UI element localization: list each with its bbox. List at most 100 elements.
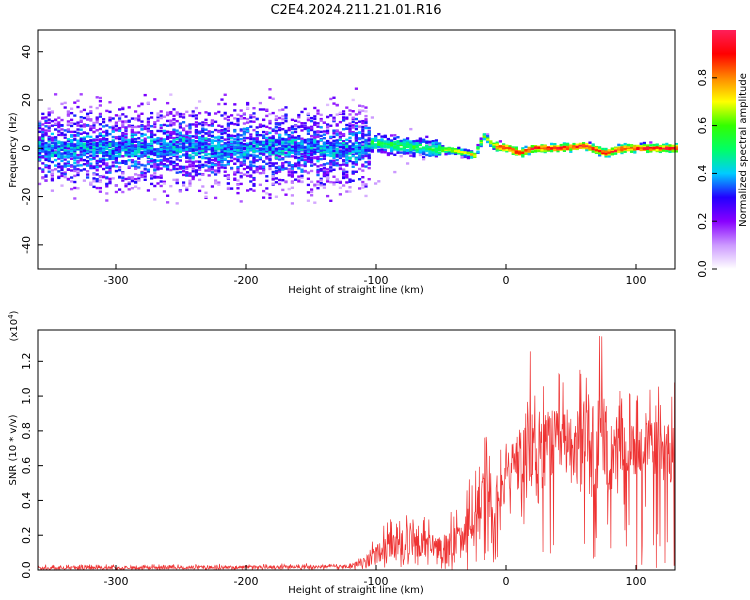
spectrogram-cell	[354, 127, 358, 131]
spectrogram-cell	[268, 131, 272, 135]
spectrogram-cell	[319, 134, 323, 138]
spectrogram-cell	[236, 119, 240, 122]
spectrogram-cell	[178, 139, 182, 142]
spectrogram-cell	[214, 159, 218, 162]
spectrogram-cell	[111, 177, 115, 180]
spectrogram-cell	[79, 119, 83, 122]
spectrogram-cell	[265, 136, 269, 140]
snr-x-tick-label: 0	[503, 575, 510, 588]
spectrogram-cell	[140, 151, 144, 154]
spectrogram-cell	[300, 146, 304, 149]
spectrogram-cell	[79, 125, 83, 128]
spectrogram-cell	[255, 170, 259, 174]
spectrogram-cell	[329, 159, 333, 163]
spectrogram-cell	[524, 145, 528, 149]
spectrogram-cell	[57, 165, 61, 169]
spectrogram-cell	[303, 151, 307, 155]
spectrogram-cell	[159, 110, 163, 113]
spectrogram-cell	[313, 140, 317, 143]
spectrogram-cell	[297, 180, 301, 183]
spectrogram-cell	[137, 142, 141, 145]
spectrogram-cell	[214, 151, 218, 155]
spectrogram-cell	[41, 130, 45, 134]
spectrogram-cell	[457, 146, 461, 150]
spectrogram-cell	[242, 142, 246, 146]
spectrogram-cell	[172, 139, 176, 142]
spectrogram-cell	[284, 119, 288, 123]
spectrogram-cell	[271, 148, 275, 151]
spectrogram-cell	[102, 147, 106, 150]
spectrogram-cell	[242, 153, 246, 156]
spectrogram-cell	[598, 154, 602, 157]
spectrogram-cell	[175, 202, 179, 205]
spectrogram-cell	[441, 146, 445, 150]
spectrogram-x-tick-label: -300	[104, 274, 129, 287]
spectrogram-cell	[207, 157, 211, 160]
spectrogram-cell	[223, 102, 227, 106]
spectrogram-cell	[345, 151, 349, 155]
spectrogram-cell	[70, 146, 74, 149]
snr-y-tick-label: 1.2	[20, 353, 33, 371]
spectrogram-cell	[438, 144, 442, 147]
spectrogram-cell	[124, 129, 128, 133]
spectrogram-cell	[351, 150, 355, 153]
spectrogram-cell	[188, 138, 192, 142]
spectrogram-cell	[95, 146, 99, 149]
spectrogram-cell	[354, 125, 358, 128]
spectrogram-cell	[175, 178, 179, 182]
spectrogram-cell	[294, 141, 298, 144]
spectrogram-cell	[102, 130, 106, 134]
spectrogram-cell	[428, 152, 432, 156]
spectrogram-cell	[364, 165, 368, 168]
spectrogram-cell	[114, 144, 118, 148]
spectrogram-cell	[150, 142, 154, 146]
spectrogram-cell	[636, 147, 640, 150]
spectrogram-cell	[102, 151, 106, 154]
colorbar: 0.00.20.40.60.8 Normalized spectral ampl…	[696, 30, 749, 278]
spectrogram-cell	[47, 148, 51, 151]
spectrogram-cell	[108, 149, 112, 152]
spectrogram-cell	[249, 147, 253, 150]
spectrogram-cell	[377, 141, 381, 145]
spectrogram-cell	[182, 170, 186, 173]
spectrogram-cell	[322, 154, 326, 158]
spectrogram-cell	[361, 125, 365, 129]
spectrogram-cell	[284, 154, 288, 157]
spectrogram-cell	[140, 139, 144, 142]
spectrogram-cell	[268, 119, 272, 123]
spectrogram-cell	[335, 152, 339, 155]
spectrogram-cell	[278, 147, 282, 150]
spectrogram-cell	[98, 140, 102, 143]
spectrogram-cell	[300, 148, 304, 151]
spectrogram-cell	[57, 147, 61, 150]
spectrogram-cell	[210, 139, 214, 142]
spectrogram-cell	[521, 151, 525, 155]
spectrogram-cell	[674, 142, 678, 146]
spectrogram-cell	[364, 183, 368, 186]
spectrogram-cell	[63, 146, 67, 149]
spectrogram-cell	[326, 129, 330, 132]
spectrogram-cell	[79, 128, 83, 131]
spectrogram-cell	[60, 155, 64, 158]
spectrogram-cell	[226, 162, 230, 165]
spectrogram-cell	[665, 149, 669, 153]
spectrogram-cell	[242, 139, 246, 142]
spectrogram-cell	[57, 140, 61, 143]
spectrogram-cell	[422, 138, 426, 142]
spectrogram-cell	[118, 188, 122, 191]
spectrogram-cell	[60, 142, 64, 146]
spectrogram-cell	[409, 127, 413, 131]
spectrogram-cell	[66, 147, 70, 150]
spectrogram-cell	[79, 142, 83, 145]
colorbar-tick-label: 0.4	[696, 165, 709, 183]
spectrogram-cell	[674, 150, 678, 153]
spectrogram-cell	[322, 121, 326, 124]
spectrogram-cell	[114, 127, 118, 131]
spectrogram-cell	[242, 151, 246, 154]
spectrogram-cell	[134, 146, 138, 150]
spectrogram-cell	[252, 170, 256, 173]
spectrogram-cell	[326, 139, 330, 143]
spectrogram-cell	[175, 158, 179, 161]
spectrogram-cell	[300, 180, 304, 184]
spectrogram-cell	[127, 176, 131, 179]
